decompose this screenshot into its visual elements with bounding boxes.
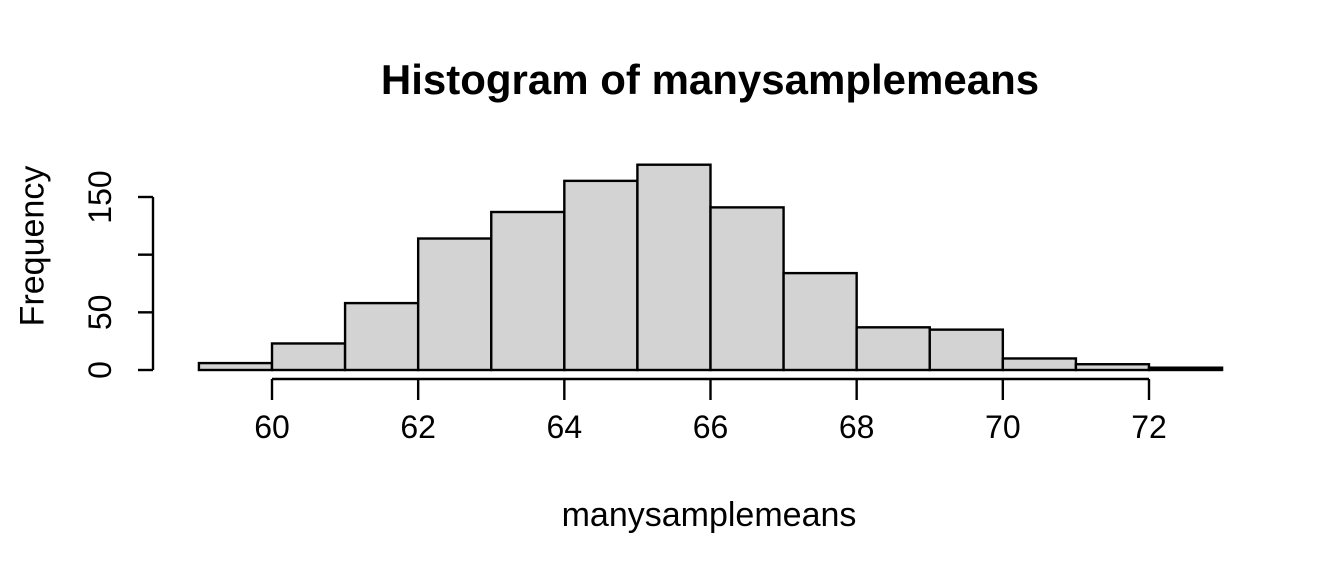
chart-title: Histogram of manysamplemeans	[380, 56, 1040, 103]
histogram-bar	[197, 361, 274, 372]
y-tick-label: 50	[82, 295, 118, 331]
histogram-bar	[416, 237, 493, 372]
histogram-bar	[1074, 363, 1151, 372]
histogram-bar	[563, 179, 639, 372]
y-axis-label: Frequency	[13, 165, 52, 327]
x-tick-label: 70	[985, 409, 1021, 445]
histogram-bar	[782, 271, 858, 372]
histogram-bar	[855, 326, 931, 372]
histogram-bar	[490, 210, 566, 372]
histogram-bar	[1147, 366, 1224, 372]
x-axis-label: manysamplemeans	[561, 496, 857, 534]
x-tick-label: 68	[839, 409, 875, 445]
histogram-bar	[270, 342, 347, 372]
y-tick-label: 150	[82, 170, 118, 223]
histogram-bar	[709, 206, 785, 372]
histogram-bar	[636, 163, 712, 372]
x-tick-label: 64	[547, 409, 583, 445]
histogram-bar	[928, 328, 1005, 372]
x-tick-label: 60	[254, 409, 290, 445]
x-tick-label: 72	[1131, 409, 1167, 445]
histogram-bar	[343, 301, 420, 372]
histogram-bar	[1001, 357, 1078, 372]
y-tick-label: 0	[82, 361, 118, 379]
x-tick-label: 66	[693, 409, 729, 445]
x-tick-label: 62	[400, 409, 436, 445]
